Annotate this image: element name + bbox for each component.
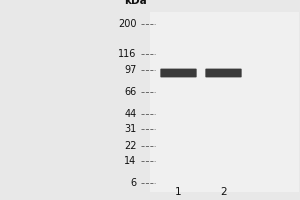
Text: 31: 31 (124, 124, 136, 134)
Text: 14: 14 (124, 156, 136, 166)
Text: 6: 6 (130, 178, 136, 188)
Text: 97: 97 (124, 65, 136, 75)
FancyBboxPatch shape (205, 69, 242, 77)
Text: 66: 66 (124, 87, 136, 97)
Text: 200: 200 (118, 19, 136, 29)
Text: 2: 2 (220, 187, 227, 197)
Text: kDa: kDa (124, 0, 147, 6)
FancyBboxPatch shape (160, 69, 197, 77)
Text: 1: 1 (175, 187, 182, 197)
Text: 44: 44 (124, 109, 136, 119)
Text: 22: 22 (124, 141, 136, 151)
Text: 116: 116 (118, 49, 136, 59)
Bar (150, 12, 298, 192)
